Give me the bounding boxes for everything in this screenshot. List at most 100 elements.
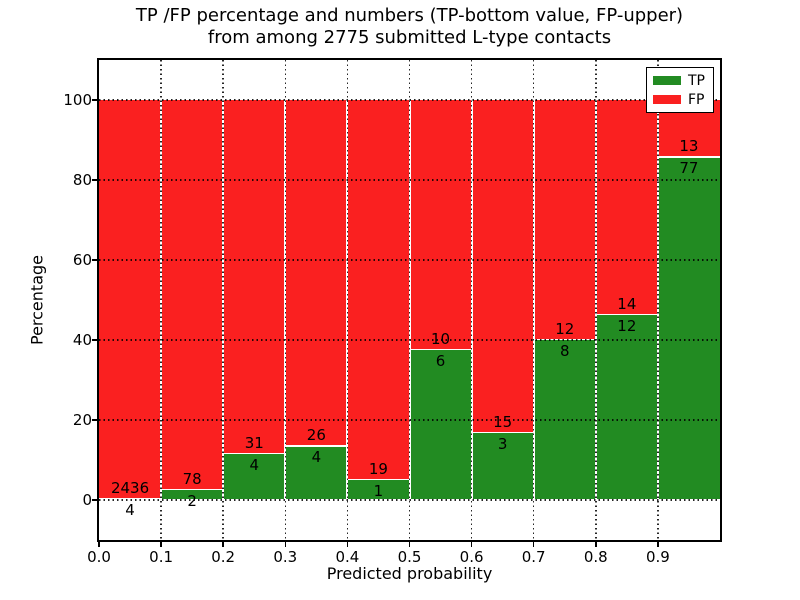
gridline-x [408, 60, 411, 540]
plot-area: 2436 4 78 2 31 4 26 4 19 1 10 6 15 3 12 8 14 12 13 77 [99, 60, 720, 540]
x-tick [532, 542, 535, 547]
gridline-x [284, 60, 287, 540]
bar-label-fp: 26 [306, 426, 326, 445]
x-tick-label: 0.3 [273, 548, 298, 566]
legend-label-fp: FP [688, 91, 705, 108]
bar-label-fp: 14 [617, 294, 637, 313]
bar-label-fp: 78 [182, 469, 202, 488]
bar-segment-fp [595, 100, 658, 316]
x-tick-label: 0.8 [583, 548, 608, 566]
gridline-x [595, 60, 597, 540]
bar-label-tp: 77 [679, 159, 699, 178]
bar-segment-fp [285, 100, 348, 447]
bar-edge-boundary [657, 156, 720, 158]
gridline-x [470, 60, 473, 540]
y-tick [92, 339, 97, 341]
bar-segment-tp [161, 490, 224, 500]
bar-label-fp: 31 [244, 433, 264, 452]
bar-label-fp: 12 [555, 319, 575, 338]
bar-segment-fp [409, 100, 472, 350]
bar-edge-boundary [285, 445, 348, 447]
bar-label-tp: 4 [311, 448, 322, 467]
bar-segment-fp [533, 100, 596, 340]
bar-segment-tp [657, 157, 720, 500]
bar-segment-fp [347, 100, 410, 480]
legend-row-fp: FP [653, 93, 707, 107]
bar-segment-fp [223, 100, 286, 455]
bar-edge-boundary [161, 488, 224, 490]
x-tick [284, 542, 287, 547]
gridline-y [99, 499, 720, 501]
y-tick-label: 60 [72, 251, 92, 269]
x-tick [657, 542, 659, 547]
gridline-x [346, 60, 349, 540]
x-tick-label: 0.7 [521, 548, 546, 566]
x-tick [346, 542, 349, 547]
bar-label-fp: 13 [679, 137, 699, 156]
gridline-y [99, 99, 720, 101]
bar-segment-tp [285, 446, 348, 500]
x-tick [160, 542, 162, 547]
y-tick-label: 40 [72, 331, 92, 349]
chart-title: TP /FP percentage and numbers (TP-bottom… [97, 5, 722, 49]
bar-edge-boundary [471, 431, 534, 434]
chart-title-line2: from among 2775 submitted L-type contact… [207, 27, 612, 48]
gridline-x [657, 60, 659, 540]
bar-label-tp: 2 [187, 491, 197, 510]
x-tick-label: 0.0 [87, 548, 111, 566]
x-tick-label: 0.6 [459, 548, 484, 566]
bar-segment-fp [471, 100, 534, 434]
bar-edge-boundary [223, 452, 286, 455]
bar-label-tp: 3 [497, 434, 508, 453]
bar-label-fp: 2436 [110, 478, 150, 497]
bar-segment-tp [347, 480, 410, 500]
x-tick [222, 542, 224, 547]
bar-segment-tp [409, 350, 472, 500]
x-tick-label: 0.5 [397, 548, 422, 566]
bar-label-tp: 8 [559, 341, 570, 360]
x-tick-label: 0.9 [645, 548, 670, 566]
y-tick-label: 0 [82, 491, 92, 509]
bar-label-tp: 12 [617, 316, 637, 335]
x-tick-label: 0.2 [211, 548, 236, 566]
x-axis-label: Predicted probability [326, 564, 493, 583]
gridline-y [99, 339, 720, 341]
y-tick-label: 100 [63, 91, 92, 109]
bar-label-fp: 15 [493, 412, 513, 431]
chart-title-line1: TP /FP percentage and numbers (TP-bottom… [135, 5, 684, 26]
gridline-y [99, 419, 720, 421]
x-tick [98, 542, 100, 547]
bar-segment-fp [99, 100, 162, 500]
bar-segment-tp [223, 454, 286, 500]
x-tick-label: 0.1 [149, 548, 174, 566]
gridline-x [532, 60, 535, 540]
gridline-x [160, 60, 162, 540]
bar-segment-tp [471, 433, 534, 500]
x-tick [408, 542, 411, 547]
x-tick [595, 542, 597, 547]
y-tick [92, 499, 97, 501]
bar-segment-tp [595, 315, 658, 500]
y-tick-label: 20 [72, 411, 92, 429]
bar-segment-fp [161, 100, 224, 490]
bar-label-tp: 6 [435, 351, 446, 370]
y-tick [92, 99, 97, 101]
gridline-y [99, 259, 720, 261]
bar-label-fp: 19 [368, 459, 388, 478]
x-tick [470, 542, 473, 547]
bar-edge-boundary [347, 478, 410, 480]
legend-swatch-tp [653, 76, 681, 85]
bar-edge-boundary [595, 313, 658, 316]
y-tick [92, 179, 97, 181]
gridline-y [99, 179, 720, 181]
bar-label-fp: 10 [431, 329, 451, 348]
legend-label-tp: TP [688, 72, 705, 89]
y-tick [92, 419, 97, 421]
y-axis-label: Percentage [27, 254, 47, 346]
legend-swatch-fp [653, 95, 681, 104]
y-tick [92, 259, 97, 261]
bar-label-tp: 4 [125, 500, 135, 519]
gridline-x [222, 60, 224, 540]
bar-label-tp: 4 [249, 455, 259, 474]
